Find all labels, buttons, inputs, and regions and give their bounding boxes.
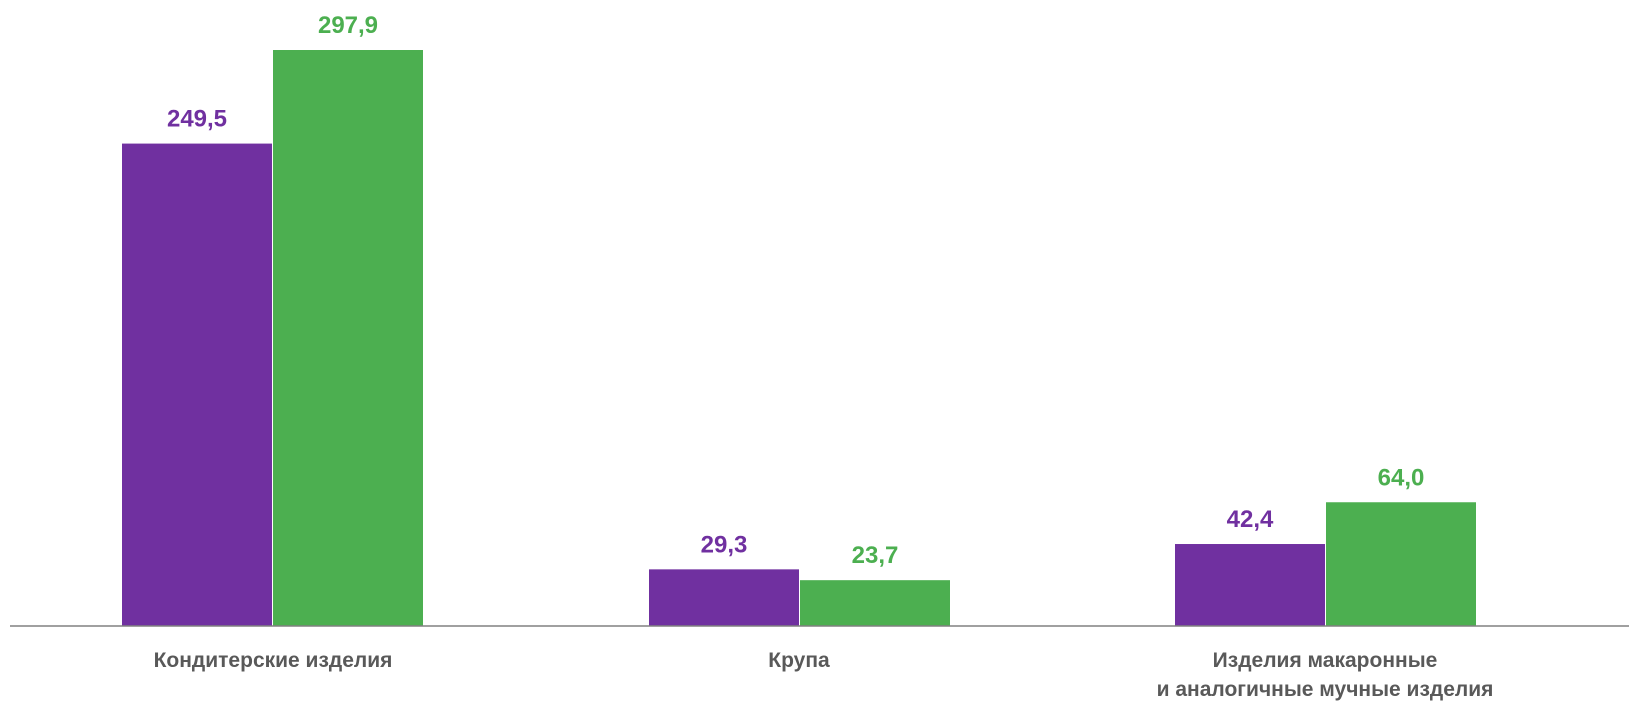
value-label-series1-cat1: 249,5: [167, 106, 227, 133]
bar-series1-cat3: [1175, 544, 1325, 626]
bar-series2-cat1: [273, 50, 423, 626]
value-label-series1-cat2: 29,3: [701, 531, 748, 558]
value-label-series2-cat1: 297,9: [318, 12, 378, 39]
category-label-1-line-1: Кондитерские изделия: [154, 649, 393, 672]
bar-series1-cat2: [649, 569, 799, 626]
value-label-series2-cat3: 64,0: [1378, 464, 1425, 491]
bar-series1-cat1: [122, 143, 272, 627]
bar-series2-cat2: [800, 580, 950, 626]
category-label-3-line-1: Изделия макаронные: [1213, 649, 1438, 672]
value-label-series2-cat2: 23,7: [852, 542, 899, 569]
bar-series2-cat3: [1326, 502, 1476, 626]
value-label-series1-cat3: 42,4: [1227, 506, 1274, 533]
category-labels-layer: Кондитерские изделия Крупа Изделия макарон…: [154, 649, 1494, 701]
category-label-3-line-2: и аналогичные мучные изделия: [1157, 678, 1494, 701]
value-labels-layer: 249,5 29,3 42,4 297,9 23,7 64,0: [167, 12, 1424, 569]
category-label-2-line-1: Крупа: [768, 649, 830, 672]
bars-layer: [122, 50, 1476, 627]
